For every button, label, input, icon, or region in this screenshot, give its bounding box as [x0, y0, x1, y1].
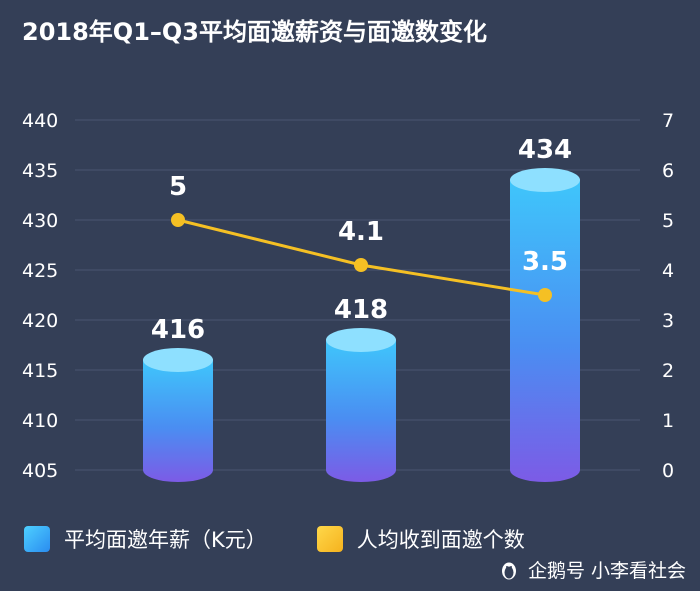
line-value-label: 3.5 — [522, 247, 568, 277]
line-value-label: 5 — [169, 172, 187, 202]
legend-item-offers: 人均收到面邀个数 — [316, 524, 525, 554]
right-tick-label: 3 — [662, 310, 674, 332]
right-axis: 7 6 5 4 3 2 1 0 — [662, 110, 674, 482]
line-point — [354, 258, 368, 272]
bar-body — [143, 360, 213, 482]
bar-value-label: 418 — [334, 295, 388, 325]
left-tick-label: 430 — [22, 210, 58, 232]
chart-title: 2018年Q1–Q3平均面邀薪资与面邀数变化 — [22, 18, 487, 46]
bar-series — [143, 168, 580, 482]
bar-body — [326, 340, 396, 482]
left-tick-label: 415 — [22, 360, 58, 382]
legend: 平均面邀年薪（K元） 人均收到面邀个数 — [24, 524, 575, 554]
right-tick-label: 6 — [662, 160, 674, 182]
bar-value-label: 434 — [518, 135, 572, 165]
watermark-text: 企鹅号 小李看社会 — [527, 560, 686, 582]
right-tick-label: 1 — [662, 410, 674, 432]
left-axis: 440 435 430 425 420 415 410 405 — [22, 110, 58, 482]
left-tick-label: 405 — [22, 460, 58, 482]
legend-label-offers: 人均收到面邀个数 — [356, 528, 525, 552]
bar-value-label: 416 — [151, 315, 205, 345]
line-point — [538, 288, 552, 302]
left-tick-label: 440 — [22, 110, 58, 132]
right-tick-label: 4 — [662, 260, 674, 282]
legend-label-salary: 平均面邀年薪（K元） — [64, 528, 267, 552]
legend-item-salary: 平均面邀年薪（K元） — [24, 524, 267, 554]
line-value-label: 4.1 — [338, 217, 384, 247]
left-tick-label: 435 — [22, 160, 58, 182]
penguin-icon — [501, 562, 516, 579]
bar-q2 — [326, 328, 396, 482]
watermark: 企鹅号 小李看社会 — [498, 556, 686, 583]
right-tick-label: 5 — [662, 210, 674, 232]
bar-q3 — [510, 168, 580, 482]
left-tick-label: 425 — [22, 260, 58, 282]
right-tick-label: 7 — [662, 110, 674, 132]
bar-cap — [143, 348, 213, 372]
legend-swatch-salary — [24, 526, 50, 552]
left-tick-label: 420 — [22, 310, 58, 332]
bar-body — [510, 180, 580, 482]
bar-cap — [326, 328, 396, 352]
legend-swatch-offers — [316, 526, 343, 552]
bar-q1 — [143, 348, 213, 482]
right-tick-label: 0 — [662, 460, 674, 482]
line-point — [171, 213, 185, 227]
data-labels: 416 418 434 5 4.1 3.5 — [151, 135, 572, 345]
line-series — [171, 213, 552, 302]
left-tick-label: 410 — [22, 410, 58, 432]
right-tick-label: 2 — [662, 360, 674, 382]
bar-cap — [510, 168, 580, 192]
